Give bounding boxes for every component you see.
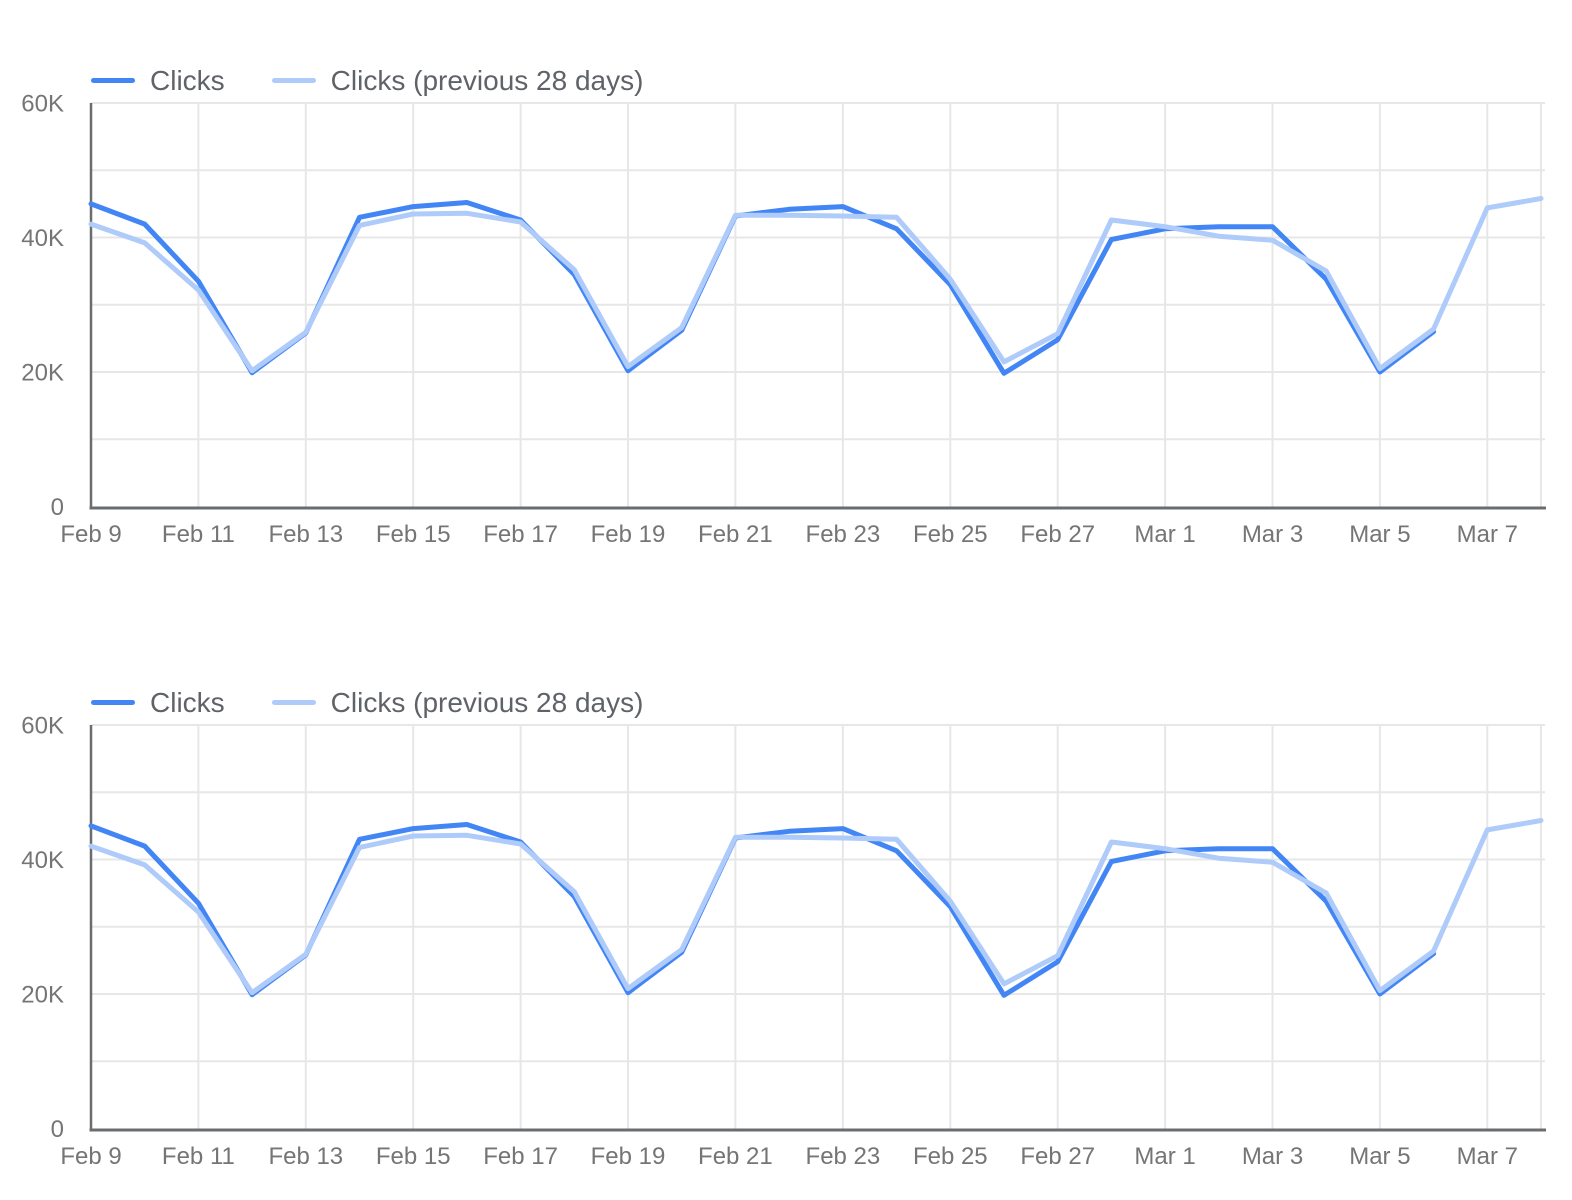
y-tick-label: 0 [51, 494, 64, 521]
x-tick-label: Feb 13 [268, 521, 343, 548]
y-tick-label: 40K [21, 225, 64, 252]
x-tick-label: Feb 19 [591, 521, 666, 548]
clicks-line-swatch-icon [91, 700, 135, 705]
clicks-previous-line-swatch-icon [271, 78, 316, 83]
x-tick-label: Mar 1 [1134, 1143, 1195, 1170]
x-tick-label: Mar 7 [1457, 1143, 1518, 1170]
legend-item-clicks-previous: Clicks (previous 28 days) [271, 64, 644, 97]
legend-item-clicks-previous: Clicks (previous 28 days) [271, 686, 644, 719]
x-tick-label: Mar 5 [1349, 521, 1410, 548]
legend-item-clicks: Clicks [91, 686, 225, 719]
x-tick-label: Feb 9 [60, 1143, 121, 1170]
x-tick-label: Feb 19 [591, 1143, 666, 1170]
clicks-previous-line-swatch-icon [271, 700, 316, 705]
legend-label-clicks-previous: Clicks (previous 28 days) [330, 687, 644, 718]
x-tick-label: Feb 15 [376, 1143, 451, 1170]
x-tick-label: Feb 21 [698, 521, 773, 548]
legend: Clicks Clicks (previous 28 days) [91, 64, 643, 97]
legend: Clicks Clicks (previous 28 days) [91, 686, 643, 719]
x-tick-label: Feb 25 [913, 521, 988, 548]
series-line-1 [88, 196, 1544, 374]
y-tick-label: 60K [21, 91, 64, 118]
x-tick-label: Feb 13 [268, 1143, 343, 1170]
x-tick-label: Feb 23 [806, 521, 881, 548]
legend-label-clicks-previous: Clicks (previous 28 days) [330, 65, 644, 96]
x-tick-label: Feb 17 [483, 521, 558, 548]
x-tick-label: Mar 7 [1457, 521, 1518, 548]
x-tick-label: Feb 25 [913, 1143, 988, 1170]
clicks-over-time-chart-bottom: Clicks Clicks (previous 28 days) 0 20K 40K… [0, 622, 1572, 1200]
legend-label-clicks: Clicks [150, 65, 225, 96]
x-tick-label: Feb 23 [806, 1143, 881, 1170]
y-tick-label: 60K [21, 713, 64, 740]
x-tick-label: Mar 5 [1349, 1143, 1410, 1170]
legend-label-clicks: Clicks [150, 687, 225, 718]
y-tick-label: 20K [21, 360, 64, 387]
x-tick-label: Feb 21 [698, 1143, 773, 1170]
x-tick-label: Feb 27 [1020, 1143, 1095, 1170]
series-line-0 [88, 822, 1437, 998]
x-tick-label: Mar 3 [1242, 521, 1303, 548]
y-tick-label: 0 [51, 1116, 64, 1143]
x-tick-label: Feb 9 [60, 521, 121, 548]
x-tick-label: Feb 11 [162, 521, 235, 548]
y-tick-label: 40K [21, 847, 64, 874]
x-tick-label: Feb 11 [162, 1143, 235, 1170]
series-line-1 [88, 818, 1544, 996]
x-tick-label: Mar 1 [1134, 521, 1195, 548]
series-line-0 [88, 200, 1437, 376]
legend-item-clicks: Clicks [91, 64, 225, 97]
clicks-line-chart[interactable]: 0 20K 40K 60K Feb 9 Feb 11 Feb 13 Feb 15 Feb 17 F… [0, 0, 1572, 578]
clicks-over-time-chart-top: Clicks Clicks (previous 28 days) 0 20K 40K… [0, 0, 1572, 578]
x-tick-label: Feb 15 [376, 521, 451, 548]
x-tick-label: Mar 3 [1242, 1143, 1303, 1170]
clicks-line-chart[interactable]: 0 20K 40K 60K Feb 9 Feb 11 Feb 13 Feb 15 Feb 17 F… [0, 622, 1572, 1200]
x-tick-label: Feb 17 [483, 1143, 558, 1170]
x-tick-label: Feb 27 [1020, 521, 1095, 548]
y-tick-label: 20K [21, 982, 64, 1009]
clicks-line-swatch-icon [91, 78, 135, 83]
